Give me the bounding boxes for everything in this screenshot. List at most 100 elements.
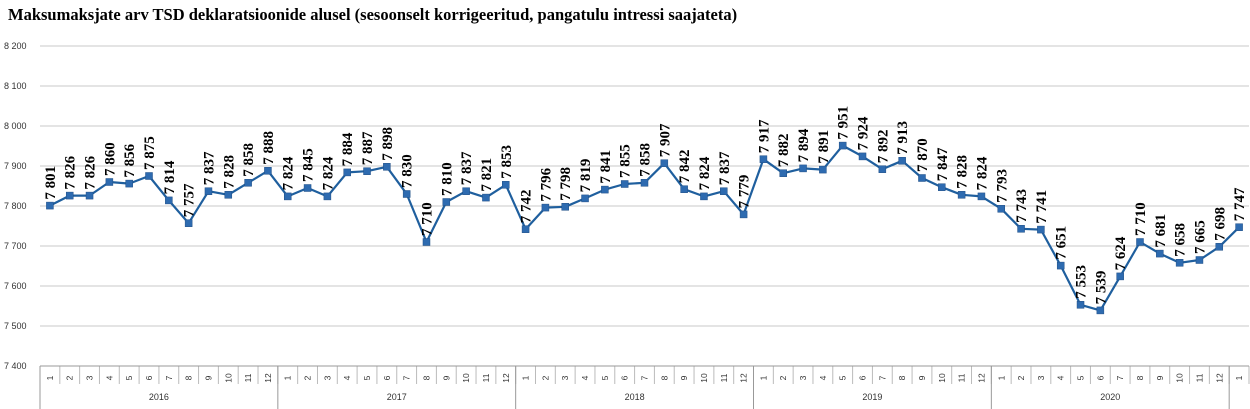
data-label: 7 810 (439, 162, 455, 196)
x-tick-label: 10 (699, 373, 709, 383)
data-point (65, 191, 74, 200)
x-tick-label: 3 (1036, 375, 1046, 380)
y-axis-labels: 7 400 7 500 7 600 7 700 7 800 7 900 8 000 8 100… (4, 41, 27, 371)
x-tick-label: 10 (1175, 373, 1185, 383)
y-tick-label: 7 800 (4, 201, 27, 211)
data-point (462, 187, 470, 195)
data-point (244, 179, 252, 187)
data-point (680, 185, 688, 193)
y-tick-label: 8 000 (4, 121, 27, 131)
data-label: 7 828 (955, 155, 971, 189)
x-tick-label: 1 (996, 375, 1006, 380)
x-tick-label: 1 (45, 375, 55, 380)
data-point (1017, 225, 1025, 233)
x-tick-label: 11 (481, 373, 491, 382)
data-label: 7 757 (182, 183, 198, 217)
data-label: 7 882 (776, 133, 792, 167)
x-tick-label: 12 (739, 373, 749, 383)
x-tick-label: 2 (778, 375, 788, 380)
x-tick-label: 3 (798, 375, 808, 380)
y-tick-label: 7 500 (4, 321, 27, 331)
data-label: 7 824 (974, 156, 990, 190)
x-tick-label: 11 (957, 373, 967, 382)
x-tick-label: 1 (1234, 375, 1244, 380)
data-label: 7 841 (598, 150, 614, 184)
data-point (1235, 223, 1243, 231)
x-tick-label: 3 (560, 375, 570, 380)
data-point (1096, 306, 1105, 315)
chart-title: Maksumaksjate arv TSD deklaratsioonide a… (8, 5, 738, 24)
data-point (898, 157, 906, 165)
gridlines (40, 45, 1249, 367)
x-tick-label: 9 (1155, 375, 1165, 380)
data-point (502, 181, 510, 189)
data-point (1175, 259, 1184, 267)
data-point (561, 203, 569, 211)
x-tick-label: 4 (104, 375, 114, 380)
data-label: 7 741 (1034, 190, 1050, 224)
x-tick-label: 8 (184, 375, 194, 380)
data-label: 7 710 (419, 202, 435, 236)
data-label: 7 887 (360, 131, 376, 165)
x-tick-label: 7 (164, 375, 174, 380)
data-label: 7 798 (558, 167, 574, 201)
data-point (85, 191, 94, 200)
y-tick-label: 7 700 (4, 241, 27, 251)
data-point (878, 165, 887, 173)
x-tick-label: 2 (65, 375, 75, 380)
data-label: 7 796 (538, 167, 554, 201)
x-tick-label: 1 (521, 375, 531, 380)
data-point (938, 183, 946, 191)
data-point (720, 187, 728, 195)
x-tick-label: 9 (441, 375, 451, 380)
data-point (264, 167, 272, 175)
data-label: 7 870 (915, 138, 931, 172)
data-label: 7 819 (578, 159, 594, 193)
data-point (977, 192, 986, 201)
data-label: 7 951 (836, 106, 852, 140)
data-point (838, 141, 847, 150)
data-label: 7 814 (162, 160, 178, 194)
data-label: 7 855 (618, 144, 634, 178)
x-axis: 1 2 3 4 5 6 7 8 9 10 11 12 1 2 3 4 5 6 7 8 9 10 11 12 1 2 3 4 5 6 7 8 9 1… (39, 365, 1250, 409)
data-point (581, 194, 589, 203)
data-label: 7 917 (756, 119, 772, 153)
y-tick-label: 8 200 (4, 41, 27, 51)
y-tick-label: 7 900 (4, 161, 27, 171)
data-point (442, 198, 451, 206)
data-label: 7 884 (340, 132, 356, 166)
data-label: 7 828 (221, 155, 237, 189)
x-tick-label: 8 (421, 375, 431, 380)
y-tick-label: 7 600 (4, 281, 27, 291)
x-tick-label: 11 (1194, 373, 1204, 382)
x-tick-label: 3 (85, 375, 95, 380)
data-point (858, 152, 867, 161)
data-point (739, 210, 748, 219)
year-label: 2019 (862, 392, 882, 402)
data-label: 7 801 (43, 166, 59, 200)
data-label: 7 898 (380, 127, 396, 161)
x-tick-label: 4 (1056, 375, 1066, 380)
x-tick-label: 12 (263, 373, 273, 383)
data-label: 7 821 (479, 158, 495, 192)
data-point (957, 191, 966, 199)
data-label: 7 826 (63, 155, 79, 189)
data-label: 7 824 (697, 156, 713, 190)
data-point (46, 201, 54, 210)
data-label: 7 710 (1133, 202, 1149, 236)
data-label: 7 793 (994, 169, 1010, 203)
x-tick-label: 9 (917, 375, 927, 380)
data-label: 7 824 (281, 156, 297, 190)
data-point (323, 192, 332, 201)
data-point (1215, 243, 1224, 251)
data-point (283, 192, 292, 201)
x-tick-label: 10 (937, 373, 947, 383)
data-label: 7 875 (142, 136, 158, 170)
data-point (1056, 261, 1065, 270)
year-label: 2017 (387, 392, 407, 402)
x-tick-label: 10 (461, 373, 471, 383)
data-point (204, 187, 213, 195)
data-label: 7 856 (122, 143, 138, 177)
x-tick-label: 1 (758, 375, 768, 380)
